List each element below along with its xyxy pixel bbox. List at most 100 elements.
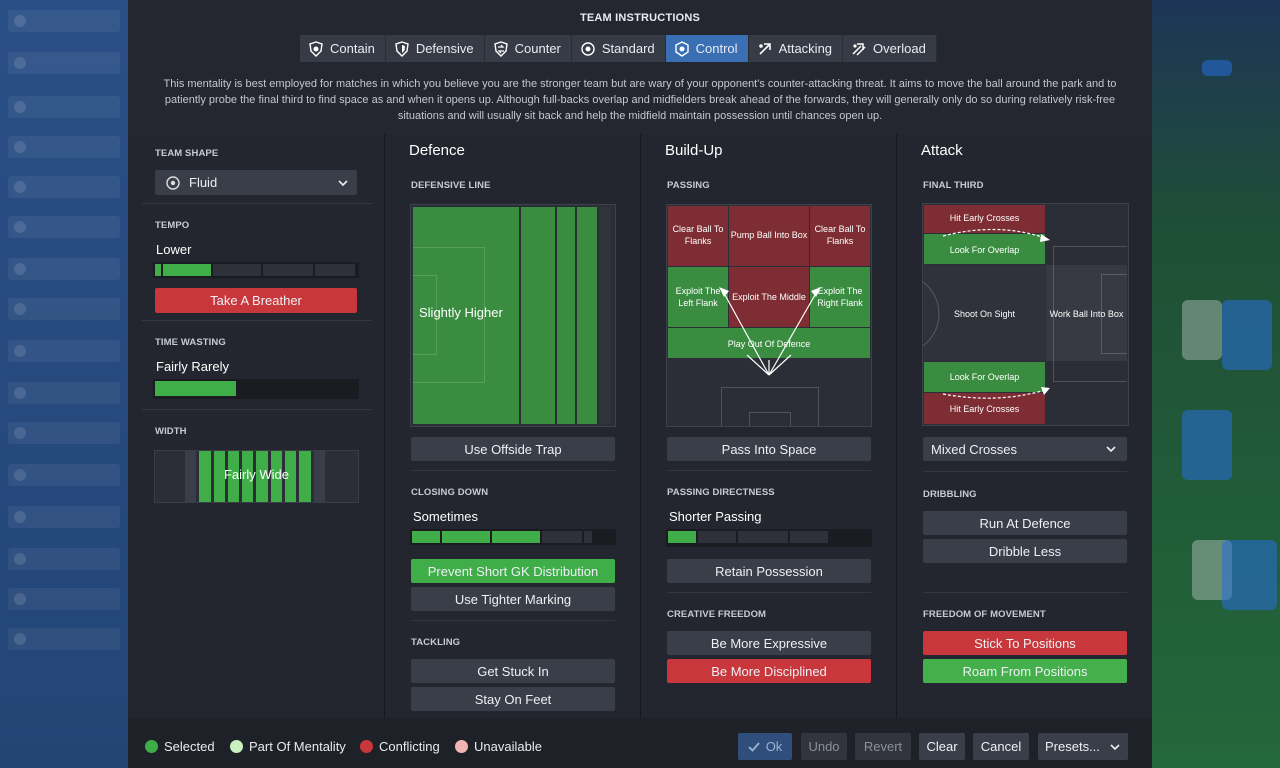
width-pitch[interactable]: Fairly Wide [154,450,359,503]
zone-shoot[interactable] [924,265,1045,361]
zone-overlap-top-text: Look For Overlap [949,245,1020,255]
defensive-line-pitch[interactable]: Slightly Higher [410,204,616,427]
zone-exploit-middle-text: Exploit The Middle [732,292,806,302]
ok-button[interactable]: Ok [738,733,792,760]
time-wasting-slider[interactable] [153,379,359,399]
legend-label: Conflicting [379,739,440,754]
mentality-label: Defensive [415,41,474,56]
creative-freedom-label: CREATIVE FREEDOM [667,609,767,620]
mentality-attacking[interactable]: Attacking [748,35,844,62]
background-player [1182,300,1222,360]
team-instructions-dialog: TEAM INSTRUCTIONS Contain Defensive Coun… [128,0,1152,768]
pass-into-space-button[interactable]: Pass Into Space [667,437,871,461]
six-yard-box [1101,274,1127,354]
crossing-dropdown[interactable]: Mixed Crosses [923,437,1127,461]
tempo-segment [263,264,313,276]
passing-directness-slider[interactable] [666,529,872,547]
mentality-control[interactable]: Control [665,35,749,62]
zone-overlap-top[interactable] [924,234,1045,264]
mentality-overload[interactable]: Overload [843,35,937,62]
cancel-button[interactable]: Cancel [973,733,1029,760]
conflicting-dot-icon [360,740,373,753]
background-player [1222,300,1272,370]
background-item [8,176,120,198]
legend-part-of-mentality: Part Of Mentality [230,739,346,754]
zone-play-out[interactable] [668,328,870,358]
legend-unavailable: Unavailable [455,739,542,754]
build-up-header: Build-Up [665,142,723,159]
be-more-expressive-button[interactable]: Be More Expressive [667,631,871,655]
take-a-breather-button[interactable]: Take A Breather [155,288,357,313]
width-band [285,451,297,502]
zone-hit-early-top-text: Hit Early Crosses [949,213,1020,223]
zone-overlap-bottom[interactable] [924,362,1045,392]
prevent-short-gk-button[interactable]: Prevent Short GK Distribution [411,559,615,583]
zone-shoot-text: Shoot On Sight [953,309,1016,319]
zone-play-out-text: Play Out Of Defence [727,339,811,349]
defensive-line-label: DEFENSIVE LINE [411,180,491,191]
presets-dropdown[interactable]: Presets... [1038,733,1128,760]
dribble-less-button[interactable]: Dribble Less [923,539,1127,563]
background-sidebar [0,0,128,768]
overload-icon [852,42,866,56]
passing-arrows [719,287,821,376]
zone-exploit-left[interactable] [668,267,728,327]
be-more-disciplined-button[interactable]: Be More Disciplined [667,659,871,683]
selected-dot-icon [145,740,158,753]
zone-hit-early-top[interactable] [924,205,1045,233]
mentality-label: Attacking [778,41,833,56]
penalty-box [721,387,819,426]
background-item [8,298,120,320]
six-yard-box [413,275,437,355]
closing-down-segment [442,531,490,543]
directness-segment [790,531,828,543]
background-pitch [1152,0,1280,768]
stick-to-positions-button[interactable]: Stick To Positions [923,631,1127,655]
closing-down-value: Sometimes [413,509,479,524]
zone-work-ball[interactable] [1046,265,1127,361]
defensive-line-zone [521,207,555,424]
revert-button[interactable]: Revert [855,733,911,760]
presets-label: Presets... [1045,739,1100,754]
team-shape-value: Fluid [189,175,218,190]
background-item [8,506,120,528]
undo-button[interactable]: Undo [801,733,847,760]
zone-clear-right[interactable] [810,206,870,266]
mentality-defensive[interactable]: Defensive [385,35,485,62]
zone-clear-left[interactable] [668,206,728,266]
mentality-counter[interactable]: Counter [484,35,572,62]
chevron-down-icon [1106,446,1116,453]
divider [923,471,1127,472]
roam-from-positions-button[interactable]: Roam From Positions [923,659,1127,683]
use-tighter-marking-button[interactable]: Use Tighter Marking [411,587,615,611]
closing-down-slider[interactable] [410,529,616,545]
get-stuck-in-button[interactable]: Get Stuck In [411,659,615,683]
zone-exploit-middle[interactable] [729,267,809,327]
zone-pump[interactable] [729,206,809,266]
closing-down-segment [542,531,582,543]
time-wasting-fill [155,381,236,396]
use-offside-trap-button[interactable]: Use Offside Trap [411,437,615,461]
mentality-contain[interactable]: Contain [300,35,386,62]
background-item [8,10,120,32]
defence-panel: Defence DEFENSIVE LINE Slightly Higher U… [384,134,640,718]
background-item [8,548,120,570]
retain-possession-button[interactable]: Retain Possession [667,559,871,583]
time-wasting-value: Fairly Rarely [156,359,229,374]
balance-icon [581,41,595,56]
background-item [8,216,120,238]
width-band [199,451,211,502]
tempo-slider[interactable] [153,262,359,278]
counter-icon [493,40,508,57]
stay-on-feet-button[interactable]: Stay On Feet [411,687,615,711]
mentality-label: Counter [514,41,561,56]
run-at-defence-button[interactable]: Run At Defence [923,511,1127,535]
zone-clear-left-text: Clear Ball To Flanks [672,224,724,246]
team-shape-dropdown[interactable]: Fluid [155,170,357,195]
defensive-line-zone [599,207,611,424]
part-of-mentality-dot-icon [230,740,243,753]
divider [142,409,372,410]
zone-exploit-right[interactable] [810,267,870,327]
mentality-standard[interactable]: Standard [571,35,666,62]
clear-button[interactable]: Clear [919,733,965,760]
